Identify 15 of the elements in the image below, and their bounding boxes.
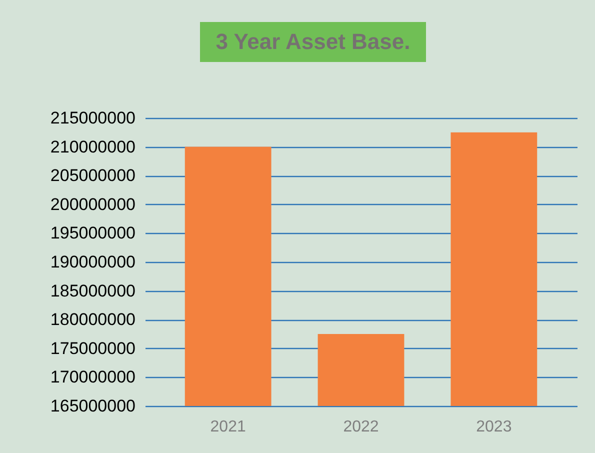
y-tick-label: 180000000 <box>50 310 136 330</box>
chart-title: 3 Year Asset Base. <box>216 29 410 54</box>
x-tick-label: 2023 <box>476 418 512 436</box>
x-tick-label: 2022 <box>343 418 379 436</box>
y-tick-label: 185000000 <box>50 281 136 300</box>
y-tick-label: 175000000 <box>50 338 136 358</box>
y-tick-label: 200000000 <box>50 194 136 214</box>
y-tick-label: 190000000 <box>50 252 136 272</box>
y-tick-label: 210000000 <box>50 137 136 156</box>
y-tick-label: 215000000 <box>50 108 136 128</box>
y-tick-label: 170000000 <box>50 368 136 387</box>
y-tick-label: 205000000 <box>50 166 136 186</box>
y-tick-label: 165000000 <box>50 396 136 416</box>
y-tick-label: 195000000 <box>50 224 136 243</box>
x-tick-label: 2021 <box>210 418 246 436</box>
